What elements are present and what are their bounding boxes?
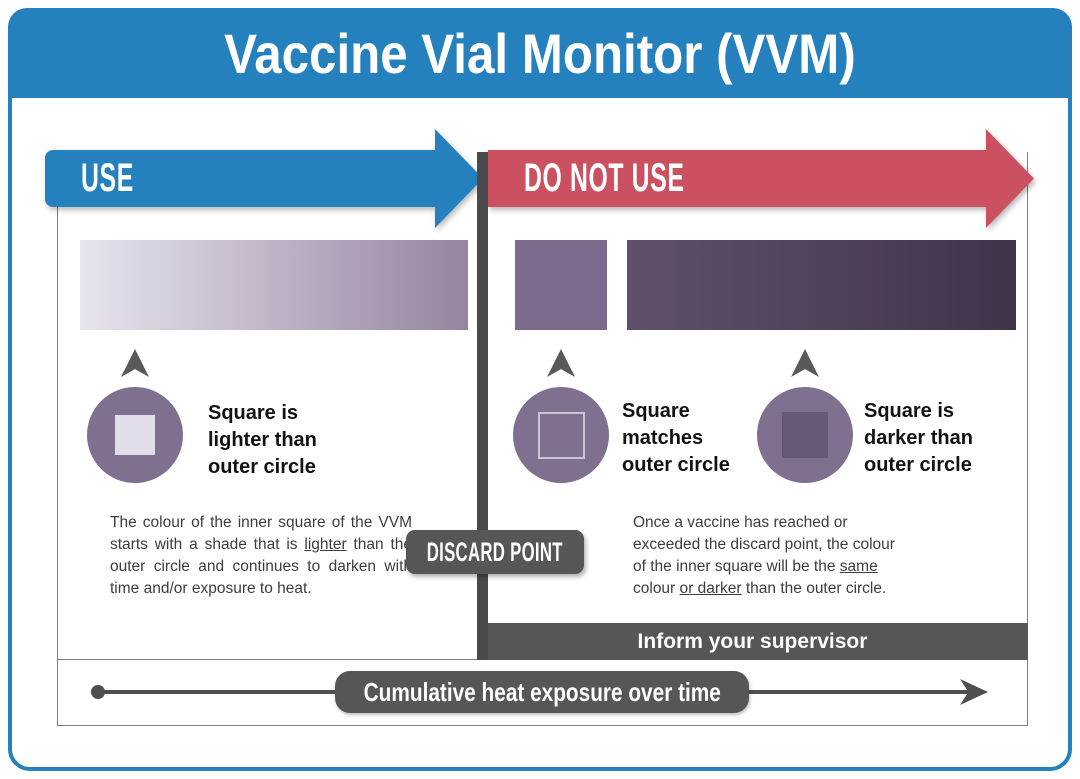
inner-square-matches — [537, 411, 585, 459]
page-title: Vaccine Vial Monitor (VVM) — [224, 21, 856, 85]
use-gradient-bar — [80, 240, 468, 330]
circle-label-lighter: Square is lighter than outer circle — [208, 402, 317, 478]
use-arrow: USE — [45, 127, 528, 230]
use-arrow-label: USE — [81, 156, 134, 200]
use-description-text: The colour of the inner square of the VV… — [110, 514, 412, 553]
circle-label-matches: Square matches outer circle — [622, 400, 730, 476]
timeline-label: Cumulative heat exposure over time — [363, 676, 721, 707]
use-arrowhead-icon — [435, 129, 483, 228]
discard-point-label: DISCARD POINT — [426, 536, 564, 567]
do-not-use-arrow: DO NOT USE — [488, 127, 1034, 230]
dnu-description-underlined: or darker — [679, 580, 742, 597]
do-not-use-description: Once a vaccine has reached or exceeded t… — [633, 512, 908, 600]
use-description-underlined: lighter — [304, 536, 347, 553]
vvm-circle-darker — [757, 387, 853, 483]
do-not-use-arrow-body: DO NOT USE — [488, 150, 987, 207]
do-not-use-gradient-bar — [627, 240, 1016, 330]
use-description-text: than the outer circle and continues to d… — [110, 536, 412, 597]
vvm-circle-matches — [513, 387, 609, 483]
circle-label-darker: Square is darker than outer circle — [864, 400, 973, 476]
match-colour-bar — [515, 240, 607, 330]
discard-point-badge: DISCARD POINT — [406, 530, 584, 574]
do-not-use-arrowhead-icon — [986, 129, 1034, 228]
supervisor-banner: Inform your supervisor — [477, 623, 1028, 660]
dnu-description-text: colour — [633, 580, 680, 597]
discard-point-divider — [477, 152, 488, 660]
dnu-description-underlined: same — [839, 558, 878, 575]
vvm-circle-lighter — [87, 387, 183, 483]
supervisor-banner-label: Inform your supervisor — [637, 629, 868, 653]
page-border — [8, 8, 1072, 771]
timeline-label-pill: Cumulative heat exposure over time — [335, 671, 749, 713]
inner-square-lighter — [115, 415, 155, 455]
dnu-description-text: than the outer circle. — [741, 580, 887, 597]
do-not-use-arrow-label: DO NOT USE — [524, 156, 685, 200]
timeline-start-dot — [91, 685, 105, 699]
use-arrow-body: USE — [45, 150, 436, 207]
header-bar: Vaccine Vial Monitor (VVM) — [8, 8, 1072, 98]
use-description: The colour of the inner square of the VV… — [110, 512, 412, 600]
dnu-description-text: Once a vaccine has reached or exceeded t… — [633, 514, 895, 575]
inner-square-darker — [782, 412, 828, 458]
